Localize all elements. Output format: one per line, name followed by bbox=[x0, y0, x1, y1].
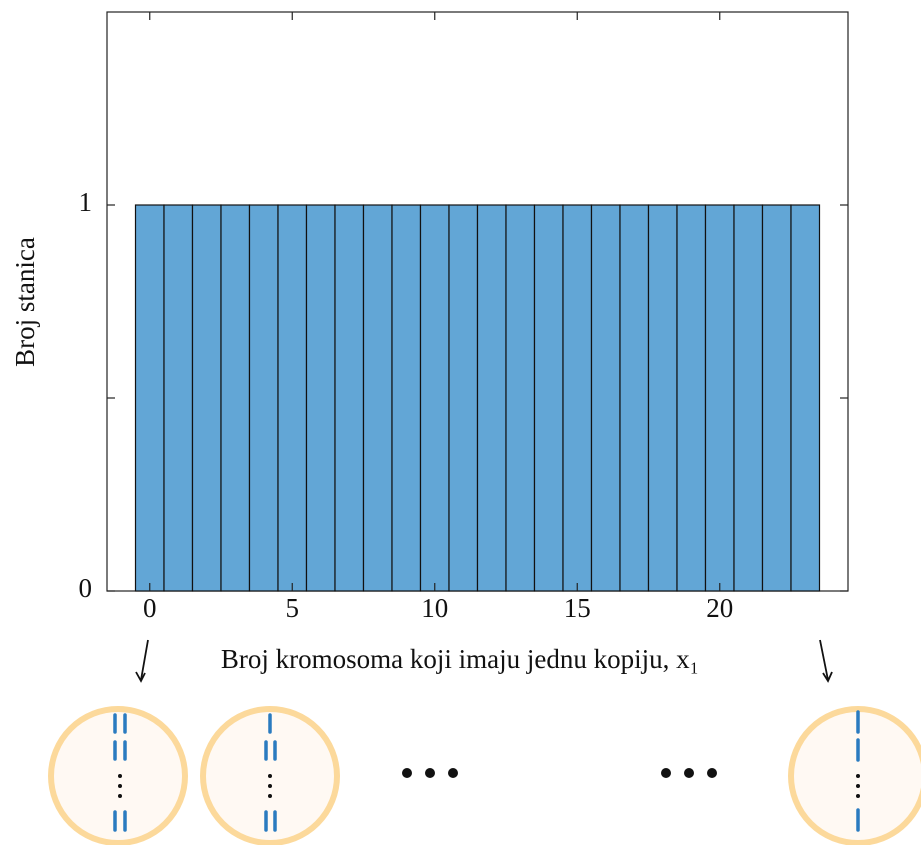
cell-diagram bbox=[48, 706, 921, 845]
bar bbox=[391, 204, 422, 592]
bar bbox=[419, 204, 450, 592]
bar bbox=[277, 204, 308, 592]
bar bbox=[163, 204, 194, 592]
bar bbox=[448, 204, 479, 592]
x-tick-label: 20 bbox=[706, 593, 733, 623]
bar bbox=[533, 204, 564, 592]
x-tick-label: 5 bbox=[286, 593, 300, 623]
x-tick-label: 10 bbox=[421, 593, 448, 623]
bar bbox=[733, 204, 764, 592]
y-axis-label: Broj stanica bbox=[10, 237, 40, 367]
bar bbox=[191, 204, 222, 592]
arrows bbox=[135, 639, 833, 683]
x-tick-label: 0 bbox=[143, 593, 157, 623]
bar bbox=[704, 204, 735, 592]
y-tick-label: 0 bbox=[79, 573, 93, 603]
x-axis-label: Broj kromosoma koji imaju jednu kopiju, … bbox=[221, 644, 699, 674]
y-tick-label: 1 bbox=[79, 187, 93, 217]
bar bbox=[305, 204, 336, 592]
bar bbox=[676, 204, 707, 592]
x-tick-label: 15 bbox=[564, 593, 591, 623]
bar bbox=[220, 204, 251, 592]
bar bbox=[476, 204, 507, 592]
bar bbox=[761, 204, 792, 592]
bar bbox=[590, 204, 621, 592]
bar bbox=[334, 204, 365, 592]
bar bbox=[134, 204, 165, 592]
bar bbox=[562, 204, 593, 592]
bar bbox=[362, 204, 393, 592]
bar bbox=[505, 204, 536, 592]
bar bbox=[619, 204, 650, 592]
bar bbox=[248, 204, 279, 592]
bar bbox=[790, 204, 821, 592]
bar bbox=[647, 204, 678, 592]
